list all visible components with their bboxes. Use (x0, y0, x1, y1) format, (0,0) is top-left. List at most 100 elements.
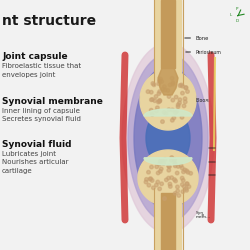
Circle shape (158, 170, 162, 173)
Circle shape (161, 87, 165, 91)
Circle shape (186, 170, 190, 174)
Circle shape (171, 98, 174, 102)
Circle shape (171, 108, 174, 112)
Circle shape (181, 91, 184, 95)
Circle shape (150, 90, 153, 94)
Circle shape (174, 192, 177, 195)
Circle shape (158, 159, 162, 163)
Circle shape (181, 190, 185, 194)
Circle shape (155, 109, 158, 113)
Circle shape (158, 98, 162, 102)
Circle shape (182, 185, 186, 188)
Circle shape (171, 82, 174, 86)
Circle shape (160, 80, 164, 83)
Circle shape (168, 83, 172, 87)
Text: Bloo...: Bloo... (196, 98, 210, 102)
Circle shape (152, 83, 156, 86)
Circle shape (162, 85, 166, 88)
Circle shape (167, 176, 170, 180)
Circle shape (168, 165, 171, 168)
Circle shape (173, 162, 177, 166)
Circle shape (180, 183, 184, 186)
Polygon shape (146, 108, 190, 168)
Circle shape (185, 188, 188, 192)
Text: D: D (236, 19, 238, 23)
Text: Lubricates joint
Nourishes articular
cartilage: Lubricates joint Nourishes articular car… (2, 151, 68, 174)
Circle shape (158, 79, 161, 82)
Text: P: P (236, 7, 238, 11)
Circle shape (157, 82, 160, 86)
Circle shape (144, 180, 148, 184)
Circle shape (158, 100, 161, 103)
Circle shape (154, 183, 158, 187)
Circle shape (173, 158, 176, 162)
Circle shape (180, 116, 184, 119)
Circle shape (157, 92, 161, 96)
Circle shape (180, 83, 183, 87)
Circle shape (184, 187, 188, 190)
Circle shape (182, 170, 185, 174)
Polygon shape (155, 0, 181, 85)
Circle shape (172, 178, 176, 181)
Circle shape (150, 113, 154, 116)
Circle shape (170, 158, 173, 162)
Polygon shape (144, 109, 192, 116)
Circle shape (176, 189, 180, 193)
Polygon shape (122, 43, 214, 233)
Circle shape (184, 100, 187, 104)
Circle shape (184, 86, 188, 89)
Polygon shape (140, 70, 196, 130)
Circle shape (174, 111, 177, 114)
Circle shape (170, 176, 173, 180)
Circle shape (149, 177, 152, 180)
Text: L: L (230, 13, 232, 17)
Circle shape (174, 164, 177, 168)
Polygon shape (155, 188, 181, 250)
Polygon shape (134, 66, 202, 210)
Circle shape (174, 95, 178, 99)
Polygon shape (138, 150, 198, 206)
Circle shape (152, 186, 155, 190)
Circle shape (170, 156, 173, 160)
Circle shape (171, 81, 175, 84)
Circle shape (187, 185, 191, 188)
Circle shape (172, 158, 176, 162)
Circle shape (168, 182, 172, 186)
Circle shape (158, 162, 161, 166)
Circle shape (156, 106, 159, 110)
Circle shape (185, 182, 188, 186)
Circle shape (167, 108, 171, 112)
Circle shape (161, 120, 164, 124)
Circle shape (178, 84, 182, 87)
Circle shape (173, 162, 177, 166)
Circle shape (162, 110, 166, 114)
Circle shape (182, 179, 185, 182)
Text: Synovial membrane: Synovial membrane (2, 97, 103, 106)
Circle shape (176, 103, 180, 106)
Circle shape (156, 100, 160, 104)
Circle shape (176, 185, 179, 189)
Circle shape (163, 88, 167, 92)
Text: nt structure: nt structure (2, 14, 96, 28)
Polygon shape (144, 158, 192, 165)
Text: Periosteum: Periosteum (186, 50, 222, 54)
Circle shape (164, 178, 168, 182)
Circle shape (186, 182, 189, 186)
Circle shape (150, 98, 154, 101)
Circle shape (148, 177, 152, 181)
Circle shape (158, 187, 162, 191)
Text: Bone: Bone (185, 36, 210, 41)
Circle shape (183, 97, 187, 100)
Circle shape (158, 90, 162, 94)
Circle shape (167, 95, 171, 98)
Circle shape (175, 171, 179, 175)
Circle shape (153, 99, 156, 102)
Circle shape (178, 98, 182, 102)
Text: Synovial fluid: Synovial fluid (2, 140, 71, 149)
Circle shape (147, 170, 150, 174)
Circle shape (160, 167, 163, 171)
Polygon shape (161, 193, 175, 250)
Circle shape (183, 168, 187, 172)
Circle shape (168, 185, 172, 188)
Circle shape (167, 168, 170, 172)
